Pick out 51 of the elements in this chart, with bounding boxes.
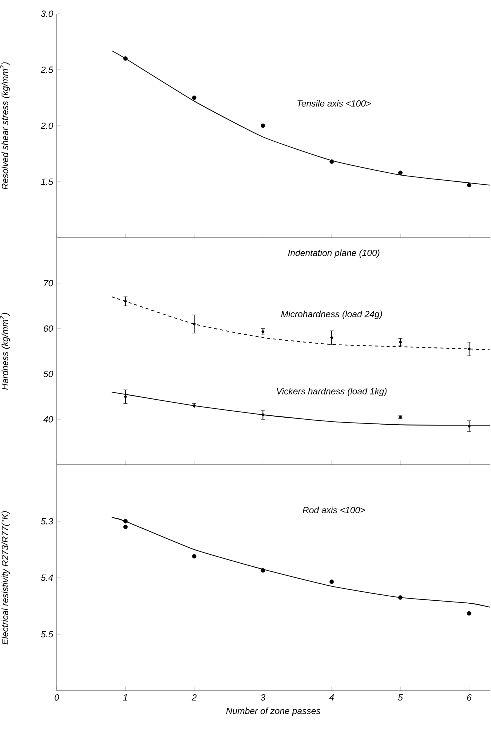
line-series <box>112 296 490 351</box>
x-tick-label: 0 <box>54 694 60 701</box>
y-tick-label: 5.4 <box>41 574 54 582</box>
y-tick-label: 60 <box>44 326 54 332</box>
point <box>124 300 128 303</box>
point <box>124 56 128 61</box>
y-tick-label: 3.0 <box>41 10 54 18</box>
x-axis-title: Number of zone passes <box>226 708 321 716</box>
point <box>468 425 471 428</box>
x-tick-label: 5 <box>398 694 404 701</box>
line-series <box>112 517 490 608</box>
point <box>192 96 197 100</box>
point <box>124 396 128 398</box>
point <box>467 183 472 188</box>
y-tick-label: 1.5 <box>41 178 54 186</box>
y-tick-label: 5.3 <box>41 518 54 525</box>
point <box>398 596 403 600</box>
point <box>330 580 334 584</box>
point <box>192 554 197 559</box>
point <box>124 519 128 524</box>
y-tick-label: 5.5 <box>41 631 54 638</box>
y-axis-title: Resolved shear stress (kg/mm$^{2}$) <box>0 62 10 190</box>
point <box>260 568 266 573</box>
x-tick-label: 6 <box>467 694 472 701</box>
y-tick-label: 70 <box>44 280 54 287</box>
x-tick-label: 3 <box>260 694 266 701</box>
point <box>398 170 403 176</box>
annotation: Rod axis <100> <box>302 506 366 514</box>
annotation: Tensile axis <100> <box>298 100 372 107</box>
point <box>399 341 402 344</box>
x-tick-label: 4 <box>329 694 334 701</box>
text: Vickers hardness (load 1kg) <box>277 388 387 396</box>
y-tick-label: 50 <box>44 371 54 378</box>
point <box>330 160 334 164</box>
text: Microhardness (load 24g) <box>281 310 382 320</box>
point <box>124 524 128 530</box>
y-tick-label: 40 <box>44 416 54 423</box>
y-axis-title: Hardness (kg/mm$^{2}$) <box>0 313 10 390</box>
point <box>468 348 471 351</box>
point <box>262 414 265 416</box>
x-tick-label: 1 <box>123 694 128 701</box>
y-tick-label: 2.5 <box>40 66 54 74</box>
point <box>193 322 196 326</box>
y-tick-label: 2.0 <box>40 122 54 130</box>
x-tick-label: 2 <box>192 694 197 701</box>
point <box>262 330 265 334</box>
y-axis-title: Electrical resistivity R273/R77(°K) <box>2 511 10 645</box>
point <box>260 124 266 128</box>
point <box>330 336 334 340</box>
point <box>467 611 472 616</box>
annotation: Indentation plane (100) <box>288 250 380 258</box>
